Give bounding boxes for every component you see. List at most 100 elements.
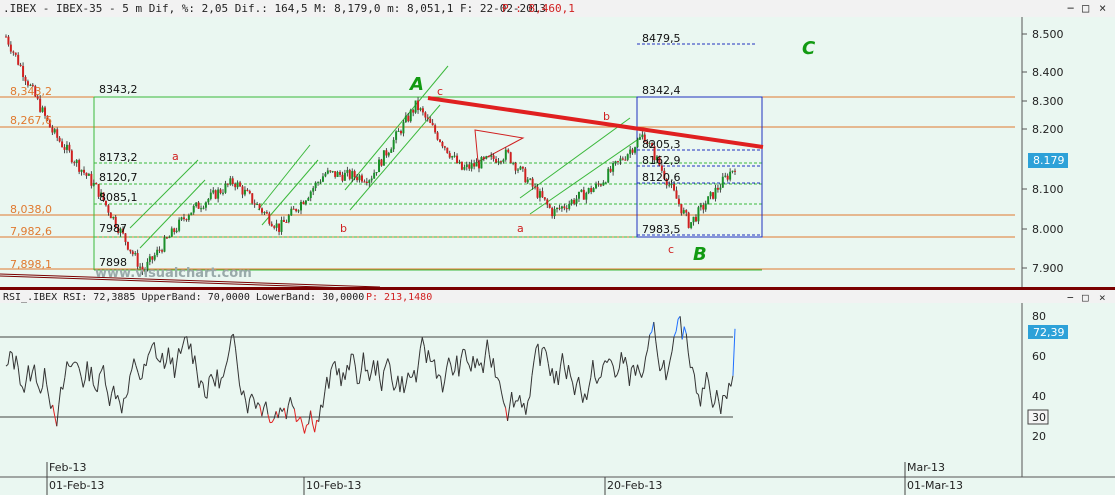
projection-box[interactable]: [636, 96, 763, 238]
channel-line[interactable]: [344, 65, 449, 191]
candle-body: [538, 191, 541, 198]
rsi-segment: [537, 343, 541, 366]
rsi-segment: [243, 390, 247, 401]
rsi-segment: [368, 371, 373, 382]
candle-body: [438, 139, 441, 142]
wave-sub-label: c: [437, 85, 443, 98]
candle-body: [677, 198, 680, 205]
rsi-segment: [476, 358, 480, 366]
candle-body: [690, 222, 693, 228]
rsi-segment: [639, 371, 643, 378]
channel-line[interactable]: [349, 104, 441, 211]
rsi-minimize-icon[interactable]: −: [1067, 291, 1074, 304]
candle-body: [563, 206, 566, 209]
candle-body: [353, 171, 356, 178]
channel-line[interactable]: [529, 137, 641, 215]
rsi-segment: [710, 395, 714, 408]
wave-label: A: [408, 74, 424, 95]
rsi-segment: [165, 347, 169, 363]
rsi-segment: [555, 370, 559, 386]
rsi-segment: [117, 395, 121, 403]
close-icon[interactable]: ×: [1099, 1, 1106, 15]
candle-body: [543, 197, 546, 200]
candle-body: [356, 177, 359, 181]
candle-body: [387, 152, 390, 156]
candle-body: [14, 52, 17, 55]
rsi-tick: 20: [1032, 430, 1046, 443]
candle-body: [448, 153, 451, 158]
channel-line[interactable]: [139, 179, 206, 249]
candle-body: [36, 96, 39, 99]
rsi-segment: [174, 363, 178, 378]
watermark: www.visualchart.com: [95, 266, 252, 281]
candle-body: [568, 203, 571, 209]
rsi-segment: [637, 364, 641, 373]
candle-body: [521, 166, 524, 169]
rsi-segment: [681, 326, 685, 340]
triangle-pattern[interactable]: [474, 129, 525, 163]
rsi-segment: [436, 374, 439, 379]
rsi-segment: [310, 410, 314, 425]
candle-body: [663, 170, 666, 179]
trend-line[interactable]: [427, 96, 764, 149]
maximize-icon[interactable]: □: [1082, 1, 1089, 15]
rsi-segment: [612, 365, 616, 378]
candle-body: [126, 241, 129, 250]
trend-line-lower[interactable]: [0, 275, 381, 290]
candle-body: [529, 178, 532, 180]
candle-body: [731, 170, 734, 172]
candle-body: [109, 212, 112, 219]
candle-body: [258, 204, 261, 209]
projection-label: 8205,3: [642, 138, 681, 151]
rsi-segment: [632, 365, 636, 376]
candle-body: [575, 198, 578, 204]
candle-body: [248, 191, 251, 194]
candle-body: [65, 144, 68, 150]
rsi-segment: [486, 339, 490, 355]
candle-body: [419, 108, 422, 111]
candle-body: [51, 127, 54, 133]
rsi-segment: [13, 355, 17, 370]
candle-body: [217, 189, 220, 199]
candle-body: [558, 207, 561, 209]
day-label: 01-Feb-13: [49, 479, 104, 492]
rsi-segment: [704, 372, 708, 389]
rsi-segment: [78, 368, 82, 377]
rsi-segment: [641, 371, 645, 378]
rsi-segment: [423, 346, 427, 363]
candle-body: [573, 199, 576, 204]
rsi-maximize-icon[interactable]: □: [1082, 291, 1089, 304]
rsi-segment: [495, 376, 498, 379]
channel-line[interactable]: [519, 117, 631, 199]
trend-line-lower[interactable]: [0, 273, 381, 288]
rsi-segment: [84, 361, 88, 380]
rsi-segment: [80, 376, 84, 388]
rsi-segment: [446, 357, 450, 368]
rsi-segment: [620, 352, 624, 364]
candle-body: [726, 175, 729, 180]
rsi-segment: [608, 358, 612, 362]
candle-body: [56, 129, 59, 138]
rsi-segment: [82, 379, 86, 388]
candle-body: [368, 180, 371, 183]
panel-separator[interactable]: [0, 287, 1115, 290]
rsi-segment: [159, 352, 163, 363]
candle-body: [278, 223, 281, 232]
channel-line[interactable]: [257, 144, 311, 211]
wave-sub-label: c: [668, 243, 674, 256]
rsi-segment: [622, 356, 626, 364]
channel-line[interactable]: [129, 159, 199, 229]
level-label: 8,343,2: [10, 85, 52, 98]
level-label: 7,898,1: [10, 258, 52, 271]
rsi-segment: [578, 376, 582, 391]
minimize-icon[interactable]: −: [1067, 1, 1074, 15]
candle-body: [214, 190, 217, 199]
rsi-segment: [15, 355, 19, 368]
channel-line[interactable]: [261, 159, 319, 226]
candle-body: [297, 210, 300, 212]
candle-body: [339, 171, 342, 175]
candle-body: [458, 161, 461, 164]
candle-body: [704, 204, 707, 210]
date-axis: Feb-13 Mar-13 01-Feb-13 10-Feb-13 20-Feb…: [46, 461, 963, 495]
rsi-close-icon[interactable]: ×: [1099, 291, 1106, 304]
